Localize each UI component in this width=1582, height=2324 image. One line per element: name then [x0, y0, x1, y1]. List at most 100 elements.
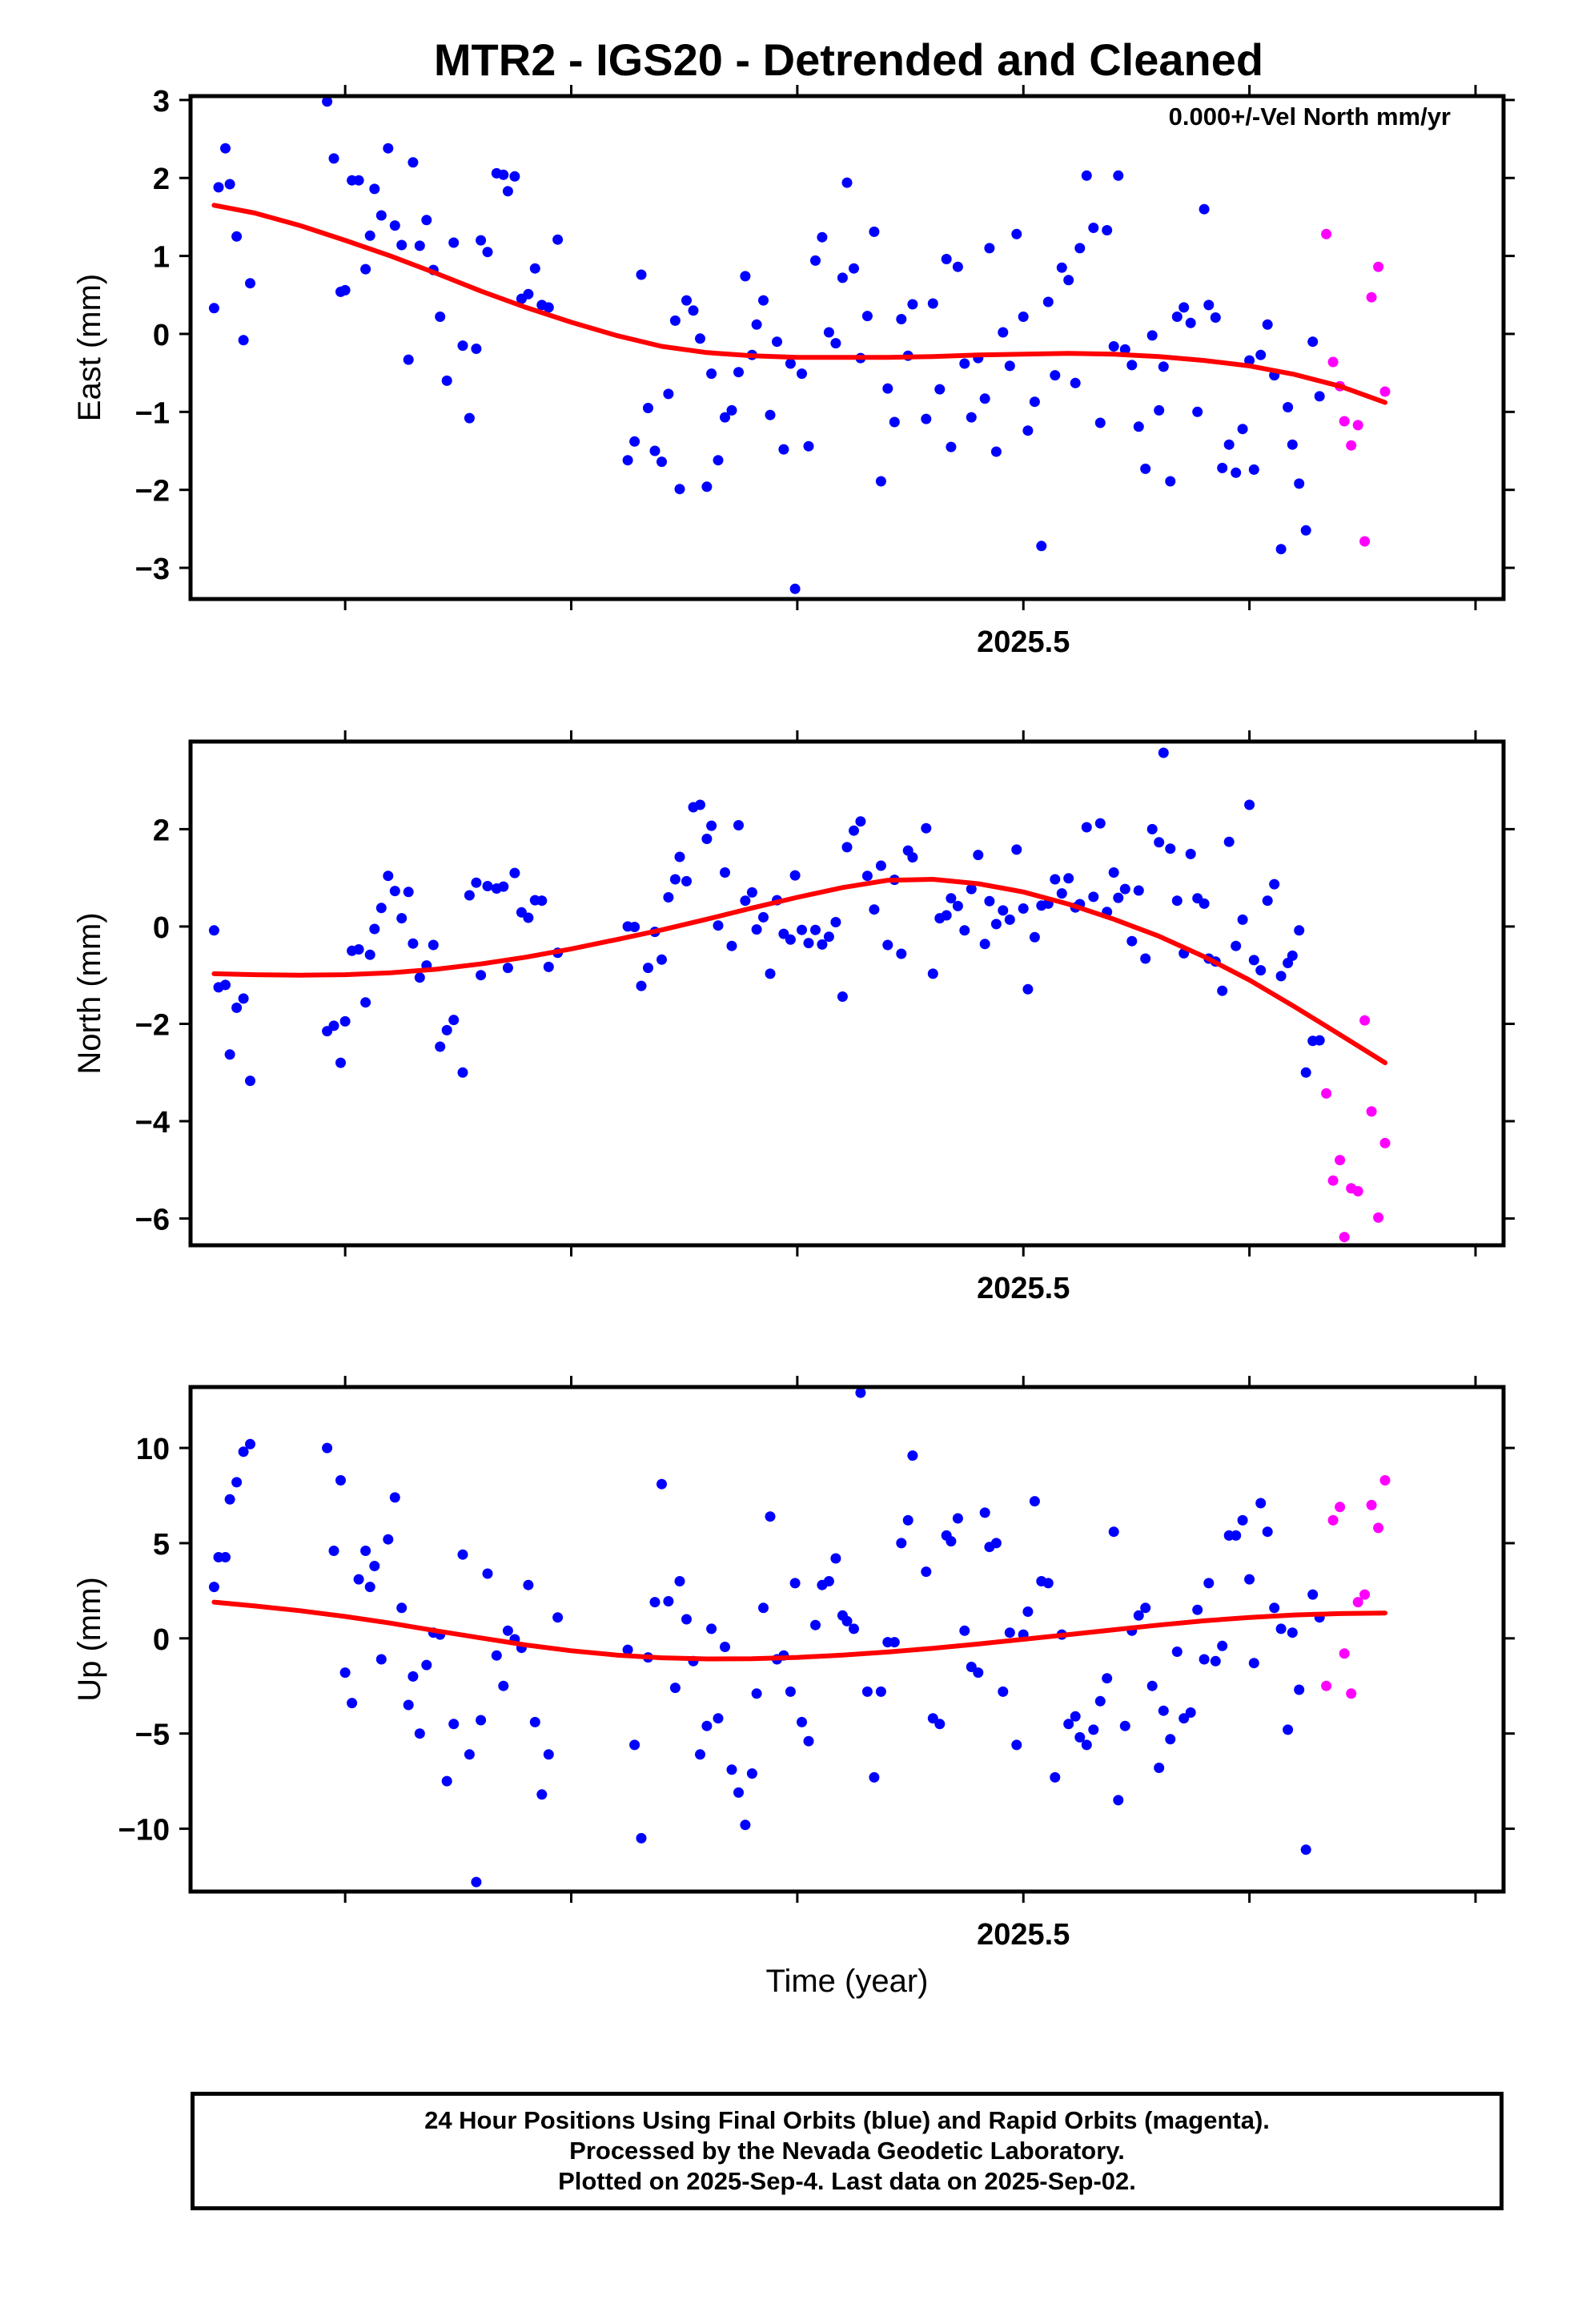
- final-orbit-point: [830, 917, 841, 927]
- final-orbit-point: [435, 1041, 446, 1052]
- final-orbit-point: [669, 1683, 681, 1694]
- final-orbit-point: [998, 905, 1009, 916]
- final-orbit-point: [369, 923, 380, 935]
- final-orbit-point: [464, 890, 475, 901]
- rapid-orbit-point: [1346, 1688, 1357, 1699]
- final-orbit-point: [1287, 439, 1298, 450]
- final-orbit-point: [869, 904, 880, 915]
- final-orbit-point: [408, 938, 419, 949]
- final-orbit-point: [471, 877, 482, 888]
- final-orbit-point: [375, 1654, 387, 1665]
- final-orbit-point: [663, 1596, 674, 1606]
- final-orbit-point: [403, 1699, 414, 1711]
- final-orbit-point: [1244, 799, 1255, 810]
- final-orbit-point: [383, 143, 394, 154]
- velocity-annotation: 0.000+/-Vel North mm/yr: [1169, 103, 1451, 131]
- final-orbit-point: [1185, 317, 1196, 328]
- final-orbit-point: [1203, 300, 1215, 311]
- final-orbit-point: [695, 799, 705, 810]
- up-panel: −10 −5 0 5 10 2025.5 Up (mm): [72, 1376, 1515, 1952]
- final-orbit-point: [1269, 879, 1280, 890]
- final-orbit-point: [1022, 983, 1034, 995]
- final-orbit-point: [403, 354, 414, 365]
- final-orbit-point: [1165, 843, 1176, 854]
- final-orbit-point: [896, 1538, 907, 1549]
- final-orbit-point: [701, 481, 713, 493]
- final-orbit-point: [1108, 1526, 1119, 1538]
- rapid-orbit-point: [1346, 440, 1357, 451]
- final-orbit-point: [1210, 312, 1221, 323]
- final-orbit-point: [231, 1477, 243, 1488]
- final-orbit-point: [751, 319, 762, 330]
- final-orbit-point: [1133, 885, 1144, 896]
- final-orbit-point: [238, 335, 249, 346]
- final-orbit-point: [656, 1478, 667, 1490]
- rapid-orbit-point: [1366, 1106, 1377, 1117]
- y-tick-label: −2: [135, 475, 170, 509]
- final-orbit-point: [353, 944, 364, 955]
- final-orbit-point: [1004, 914, 1015, 925]
- final-orbit-point: [695, 1749, 705, 1760]
- final-orbit-point: [448, 1719, 460, 1730]
- final-orbit-point: [464, 1749, 475, 1760]
- final-orbit-point: [636, 1832, 647, 1844]
- final-orbit-point: [403, 887, 414, 898]
- final-orbit-point: [1140, 953, 1151, 964]
- final-orbit-point: [1063, 275, 1074, 286]
- final-orbit-point: [1081, 170, 1092, 181]
- final-orbit-point: [959, 358, 970, 369]
- final-orbit-point: [1056, 262, 1067, 273]
- final-orbit-point: [339, 1015, 351, 1027]
- final-orbit-point: [1275, 544, 1287, 555]
- final-orbit-point: [328, 1020, 339, 1031]
- final-orbit-point: [224, 1494, 235, 1505]
- final-orbit-point: [502, 963, 513, 974]
- final-orbit-point: [1217, 985, 1228, 996]
- final-orbit-point: [875, 860, 886, 871]
- model-fit-curve: [211, 1599, 1387, 1662]
- final-orbit-point: [817, 231, 828, 243]
- final-orbit-point: [695, 333, 705, 344]
- final-orbit-point: [656, 456, 667, 468]
- final-orbit-point: [322, 1442, 333, 1454]
- rapid-orbit-point: [1373, 1212, 1384, 1223]
- final-orbit-point: [875, 476, 886, 487]
- rapid-orbit-point: [1327, 1175, 1339, 1186]
- final-orbit-point: [1094, 818, 1106, 829]
- final-orbit-point: [1231, 1530, 1242, 1541]
- rapid-orbit-point: [1339, 1648, 1350, 1659]
- final-orbit-point: [934, 384, 946, 395]
- final-orbit-point: [789, 870, 801, 881]
- final-orbit-point: [1248, 464, 1259, 475]
- final-orbit-point: [1294, 478, 1305, 489]
- y-axis-label: East (mm): [72, 274, 107, 421]
- final-orbit-point: [1108, 341, 1119, 352]
- rapid-orbit-point: [1321, 1680, 1332, 1691]
- y-tick-label: −3: [135, 553, 170, 586]
- final-orbit-point: [498, 1680, 509, 1691]
- final-orbit-point: [979, 393, 990, 404]
- final-orbit-point: [414, 240, 425, 251]
- final-orbit-point: [375, 210, 387, 221]
- final-orbit-point: [360, 997, 371, 1008]
- y-tick-label: 1: [153, 241, 170, 275]
- final-orbit-point: [622, 1644, 633, 1655]
- final-orbit-point: [733, 820, 744, 830]
- final-orbit-point: [990, 919, 1002, 930]
- final-orbit-point: [396, 239, 408, 251]
- final-orbit-point: [789, 1578, 801, 1589]
- final-orbit-point: [706, 368, 717, 380]
- y-tick-label: 5: [153, 1528, 170, 1562]
- final-orbit-point: [751, 924, 762, 935]
- final-orbit-point: [643, 403, 653, 413]
- final-orbit-point: [758, 1602, 769, 1614]
- final-orbit-point: [389, 1492, 400, 1503]
- final-orbit-point: [1056, 888, 1067, 899]
- final-orbit-point: [720, 1642, 730, 1652]
- final-orbit-point: [1171, 895, 1182, 907]
- final-orbit-point: [966, 1662, 977, 1672]
- rapid-orbit-point: [1321, 1088, 1332, 1099]
- final-orbit-point: [1244, 1574, 1255, 1585]
- final-orbit-point: [720, 412, 730, 423]
- y-tick-label: 0: [153, 1623, 170, 1657]
